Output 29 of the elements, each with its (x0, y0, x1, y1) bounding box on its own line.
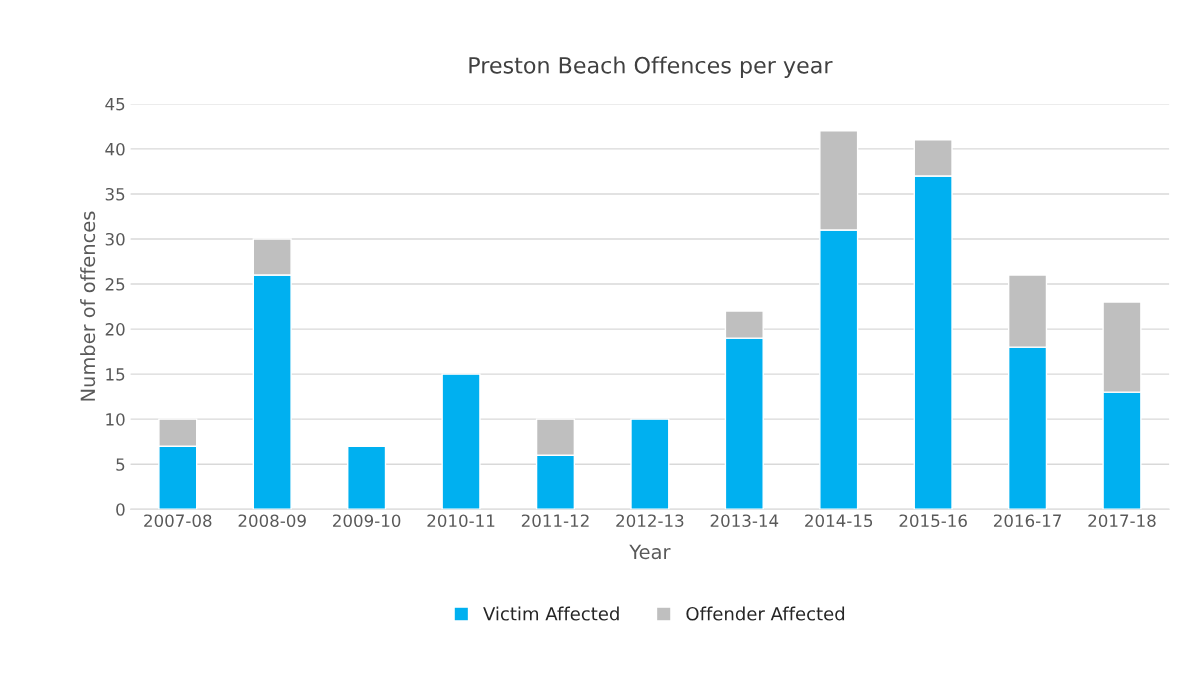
y-tick-label: 40 (105, 142, 125, 156)
x-tick-label: 2017-18 (1088, 514, 1156, 528)
x-tick-label: 2013-14 (710, 514, 779, 528)
y-tick-label: 45 (105, 98, 125, 111)
legend-label: Victim Affected (483, 606, 619, 621)
y-tick-label: 0 (116, 503, 125, 516)
x-tick-label: 2007-08 (144, 514, 212, 528)
y-tick-label: 20 (105, 323, 125, 336)
x-tick-label: 2011-12 (521, 514, 589, 528)
x-axis-title: Year (629, 544, 671, 560)
y-tick-label: 35 (105, 187, 125, 201)
bar (441, 373, 481, 510)
y-tick-label: 25 (105, 278, 125, 291)
y-tick-label: 30 (105, 232, 125, 246)
x-tick-label: 2014-15 (805, 514, 873, 528)
legend-label: Offender Affected (686, 606, 845, 621)
y-axis-title: Number of offences (80, 211, 96, 401)
x-tick-label: 2015-16 (899, 514, 967, 528)
y-tick-label: 15 (106, 368, 125, 381)
x-tick-label: 2009-10 (333, 514, 401, 528)
chart-title: Preston Beach Offences per year (469, 56, 833, 78)
x-tick-label: 2010-11 (427, 514, 495, 528)
x-tick-label: 2016-17 (993, 514, 1061, 528)
y-tick-label: 10 (106, 413, 125, 426)
bar (630, 418, 670, 510)
x-tick-label: 2008-09 (238, 514, 306, 528)
bar (347, 445, 387, 510)
x-tick-label: 2012-13 (616, 514, 684, 528)
y-tick-label: 5 (116, 458, 125, 471)
